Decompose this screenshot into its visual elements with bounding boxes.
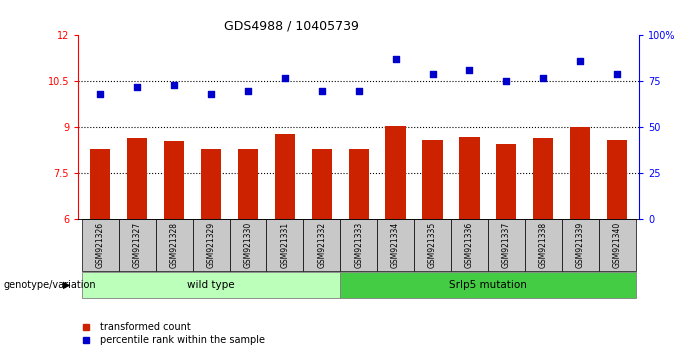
Point [205, 91, 216, 97]
Bar [422, 140, 443, 219]
Text: ▶: ▶ [63, 280, 71, 290]
Text: GSM921333: GSM921333 [354, 222, 363, 268]
Bar [377, 219, 414, 271]
Legend: transformed count, percentile rank within the sample: transformed count, percentile rank withi… [73, 319, 269, 349]
Text: GSM921326: GSM921326 [96, 222, 105, 268]
Text: GSM921340: GSM921340 [613, 222, 622, 268]
Bar [156, 219, 192, 271]
Point [464, 68, 475, 73]
Title: GDS4988 / 10405739: GDS4988 / 10405739 [224, 20, 359, 33]
Bar [386, 126, 406, 219]
Bar [238, 149, 258, 219]
Bar [267, 219, 303, 271]
Point [427, 71, 438, 77]
Bar [275, 133, 295, 219]
Bar [525, 219, 562, 271]
Text: wild type: wild type [187, 280, 235, 290]
Text: GSM921332: GSM921332 [318, 222, 326, 268]
Bar [340, 219, 377, 271]
Point [132, 84, 143, 90]
Bar [90, 149, 110, 219]
Text: GSM921336: GSM921336 [465, 222, 474, 268]
Bar [82, 219, 119, 271]
Point [95, 91, 106, 97]
Point [390, 57, 401, 62]
Bar [119, 219, 156, 271]
Bar [562, 219, 598, 271]
Point [501, 79, 512, 84]
Point [538, 75, 549, 81]
Point [169, 82, 180, 88]
Text: GSM921338: GSM921338 [539, 222, 547, 268]
Text: Srlp5 mutation: Srlp5 mutation [449, 280, 527, 290]
Text: GSM921334: GSM921334 [391, 222, 400, 268]
Text: GSM921327: GSM921327 [133, 222, 141, 268]
Point [279, 75, 290, 81]
Bar [340, 272, 636, 298]
Bar [451, 219, 488, 271]
Bar [488, 219, 525, 271]
Text: GSM921328: GSM921328 [170, 222, 179, 268]
Text: GSM921329: GSM921329 [207, 222, 216, 268]
Text: GSM921335: GSM921335 [428, 222, 437, 268]
Text: GSM921339: GSM921339 [576, 222, 585, 268]
Bar [570, 127, 590, 219]
Bar [607, 140, 627, 219]
Bar [414, 219, 451, 271]
Bar [533, 138, 554, 219]
Bar [598, 219, 636, 271]
Bar [311, 149, 332, 219]
Bar [496, 144, 517, 219]
Point [611, 71, 622, 77]
Text: genotype/variation: genotype/variation [3, 280, 96, 290]
Bar [164, 141, 184, 219]
Bar [201, 149, 221, 219]
Point [575, 58, 585, 64]
Bar [230, 219, 267, 271]
Point [316, 88, 327, 93]
Text: GSM921331: GSM921331 [280, 222, 290, 268]
Bar [127, 138, 148, 219]
Bar [459, 137, 479, 219]
Bar [192, 219, 230, 271]
Bar [349, 149, 369, 219]
Bar [82, 272, 340, 298]
Point [353, 88, 364, 93]
Text: GSM921337: GSM921337 [502, 222, 511, 268]
Bar [303, 219, 340, 271]
Text: GSM921330: GSM921330 [243, 222, 252, 268]
Point [243, 88, 254, 93]
